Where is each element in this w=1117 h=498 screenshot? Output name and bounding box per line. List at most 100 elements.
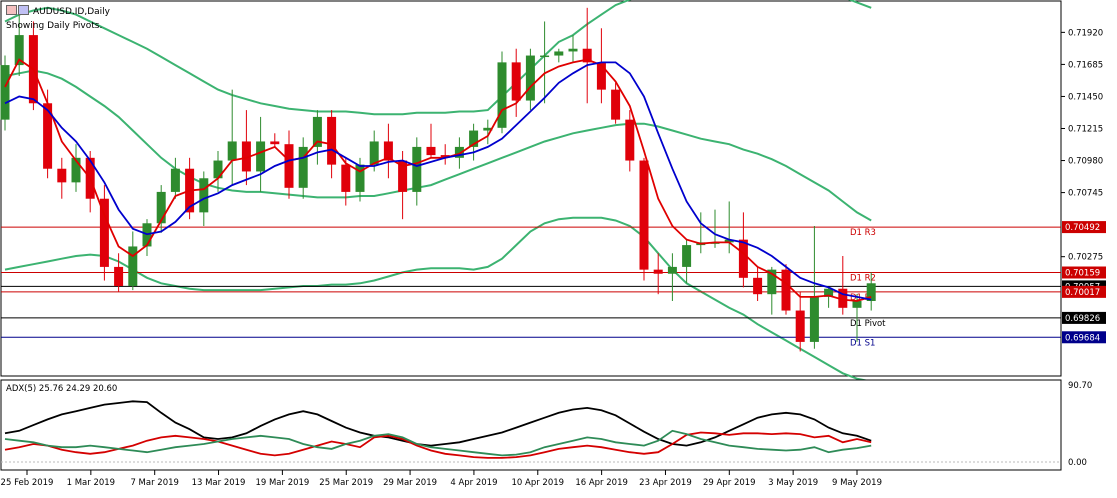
candle-body-16 — [227, 141, 237, 161]
candle-body-61 — [866, 283, 876, 301]
candle-body-46 — [653, 269, 663, 274]
time-tick-label-7: 4 Apr 2019 — [450, 478, 497, 488]
price-tick-label-4: 0.70980 — [1068, 157, 1103, 167]
candle-body-39 — [554, 51, 564, 56]
candle-body-33 — [469, 130, 479, 147]
candle-body-3 — [43, 103, 53, 169]
candle-body-31 — [440, 155, 450, 158]
time-tick-label-8: 10 Apr 2019 — [511, 478, 564, 488]
pivot-price-label-0: 0.70492 — [1065, 223, 1100, 233]
candle-body-55 — [781, 269, 791, 311]
time-tick-label-13: 9 May 2019 — [832, 478, 882, 488]
price-axis: 0.704920.701590.700570.700170.698260.696… — [1061, 28, 1106, 344]
candle-body-52 — [738, 239, 748, 278]
adx-tick-label-0: 90.70 — [1068, 381, 1092, 391]
candle-body-21 — [298, 146, 308, 188]
adx-pane-frame — [0, 379, 1062, 471]
candle-body-15 — [213, 160, 223, 179]
candle-body-59 — [838, 288, 848, 308]
symbol-label: AUDUSD.ID,Daily — [33, 7, 110, 17]
candle-body-35 — [497, 62, 507, 128]
candle-body-24 — [341, 164, 351, 192]
candle-body-57 — [809, 296, 819, 342]
candle-body-36 — [511, 62, 521, 101]
pivot-price-label-3: 0.70017 — [1065, 288, 1100, 298]
price-tick-label-5: 0.70745 — [1068, 189, 1103, 199]
candle-body-48 — [682, 245, 692, 267]
candle-body-0 — [0, 65, 10, 120]
candle-body-27 — [383, 141, 393, 161]
bollinger-mid-line — [4, 69, 872, 222]
candle-body-42 — [596, 62, 606, 90]
symbol-icon-2 — [18, 5, 29, 15]
pivot-price-box-5 — [1062, 331, 1106, 344]
bollinger-lower-line — [4, 216, 872, 383]
candle-body-32 — [454, 146, 464, 158]
candle-body-20 — [284, 144, 294, 188]
candle-body-51 — [724, 239, 734, 243]
candle-body-30 — [426, 146, 436, 156]
pivot-label-4: D1 Pivot — [850, 319, 886, 329]
candle-body-37 — [525, 55, 535, 101]
candle-body-34 — [483, 127, 493, 131]
pivot-price-label-5: 0.69684 — [1065, 333, 1100, 343]
candle-body-54 — [767, 269, 777, 295]
time-tick-label-5: 25 Mar 2019 — [319, 478, 373, 488]
adx-lines — [4, 400, 872, 459]
candle-body-9 — [128, 246, 138, 286]
candle-body-43 — [611, 89, 621, 120]
candle-body-26 — [369, 141, 379, 165]
candle-body-56 — [795, 310, 805, 342]
time-tick-label-12: 3 May 2019 — [768, 478, 818, 488]
time-axis: 25 Feb 2019 1 Mar 2019 7 Mar 2019 13 Mar 20… — [1, 470, 882, 488]
ma-fast-line — [4, 58, 872, 302]
moving-averages — [4, 58, 872, 302]
candle-body-38 — [540, 55, 550, 58]
candle-body-47 — [667, 266, 677, 274]
candle-body-60 — [852, 301, 862, 308]
candle-body-8 — [114, 266, 124, 286]
candle-body-53 — [753, 277, 763, 295]
candle-body-1 — [14, 35, 24, 66]
candle-body-58 — [824, 288, 834, 297]
pivot-price-box-1 — [1062, 266, 1106, 279]
pivot-price-label-1: 0.70159 — [1065, 269, 1100, 279]
time-tick-label-6: 29 Mar 2019 — [383, 478, 437, 488]
time-tick-label-11: 29 Apr 2019 — [703, 478, 756, 488]
pivot-price-box-0 — [1062, 221, 1106, 234]
time-tick-label-0: 25 Feb 2019 — [1, 478, 54, 488]
bollinger-bands — [4, 0, 872, 383]
adx-minus-di-line — [4, 429, 872, 457]
candle-body-29 — [412, 146, 422, 192]
ma-slow-line — [4, 61, 872, 301]
pivot-label-1: D1 R2 — [850, 274, 876, 284]
time-tick-label-9: 16 Apr 2019 — [575, 478, 628, 488]
price-tick-label-0: 0.71920 — [1068, 28, 1103, 38]
candle-body-40 — [568, 48, 578, 52]
candle-body-28 — [398, 160, 408, 192]
adx-pane[interactable]: 90.70 0.00 ADX(5) 25.76 24.29 20.60 — [0, 379, 1092, 471]
pivot-label-5: D1 S1 — [850, 338, 875, 348]
candle-body-4 — [57, 168, 67, 183]
candle-body-44 — [625, 119, 635, 161]
symbol-icon — [6, 5, 17, 15]
pivot-price-box-3 — [1062, 285, 1106, 298]
time-tick-label-10: 23 Apr 2019 — [639, 478, 692, 488]
candle-body-23 — [327, 116, 337, 165]
adx-label: ADX(5) 25.76 24.29 20.60 — [6, 384, 117, 394]
bollinger-upper-line — [4, 0, 872, 116]
adx-main-line — [4, 400, 872, 447]
time-tick-label-3: 13 Mar 2019 — [192, 478, 246, 488]
candle-body-18 — [256, 141, 266, 172]
candle-body-5 — [71, 157, 81, 183]
adx-tick-label-1: 0.00 — [1068, 458, 1087, 468]
candle-body-14 — [199, 178, 209, 213]
price-tick-label-3: 0.71215 — [1068, 125, 1103, 135]
pivot-label-0: D1 R3 — [850, 228, 876, 238]
candle-body-17 — [241, 141, 251, 172]
pivot-subtitle: Showing Daily Pivots. — [6, 21, 103, 31]
time-tick-label-4: 19 Mar 2019 — [255, 478, 309, 488]
